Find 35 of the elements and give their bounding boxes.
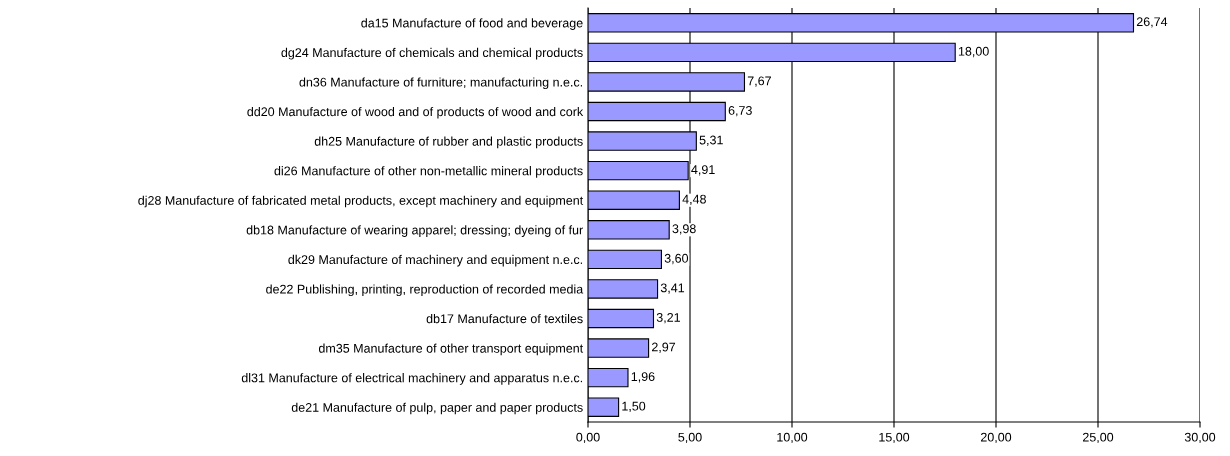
y-tick-label: de21 Manufacture of pulp, paper and paper products	[291, 402, 583, 415]
data-label: 18,00	[958, 46, 989, 58]
y-tick-label: dk29 Manufacture of machinery and equipment n.e.c.	[288, 254, 583, 267]
x-tick-label: 30,00	[1184, 432, 1216, 444]
y-tick-label: dd20 Manufacture of wood and of products of wood and cork	[247, 106, 584, 119]
data-label: 1,50	[622, 401, 646, 413]
y-tick-label: dm35 Manufacture of other transport equipment	[318, 343, 584, 356]
x-tick-label: 0,00	[576, 432, 600, 444]
y-tick-label: di26 Manufacture of other non-metallic mineral products	[274, 166, 583, 178]
data-label: 4,91	[691, 165, 715, 176]
y-tick-label: dj28 Manufacture of fabricated metal products, except machinery and equipment	[138, 195, 584, 208]
y-tick-label: dl31 Manufacture of electrical machinery and apparatus n.e.c.	[241, 373, 583, 385]
y-tick-label: dh25 Manufacture of rubber and plastic products	[314, 136, 583, 149]
y-tick-label: db18 Manufacture of wearing apparel; dressing; dyeing of fur	[246, 225, 583, 237]
x-tick-label: 25,00	[1082, 432, 1114, 444]
y-tick-label: dg24 Manufacture of chemicals and chemical products	[281, 47, 583, 60]
data-label: 3,41	[660, 283, 685, 294]
data-label: 26,74	[1136, 17, 1168, 28]
data-label: 6,73	[728, 106, 752, 117]
data-label: 7,67	[747, 76, 771, 87]
x-tick-label: 20,00	[980, 432, 1012, 444]
data-label: 5,31	[699, 135, 723, 146]
data-label: 3,21	[656, 313, 680, 324]
x-tick-label: 10,00	[777, 432, 808, 444]
x-tick-label: 5,00	[678, 432, 702, 444]
data-label: 3,98	[672, 224, 696, 235]
x-tick-label: 15,00	[879, 432, 910, 444]
y-tick-label: da15 Manufacture of food and beverage	[361, 18, 583, 30]
data-label: 1,96	[631, 372, 655, 383]
data-label: 2,97	[651, 342, 676, 353]
data-label: 3,60	[664, 253, 689, 265]
y-tick-label: de22 Publishing, printing, reproduction of recorded media	[266, 284, 584, 297]
y-tick-label: dn36 Manufacture of furniture; manufacturing n.e.c.	[299, 77, 583, 90]
data-label: 4,48	[682, 194, 706, 206]
y-tick-label: db17 Manufacture of textiles	[426, 313, 583, 324]
